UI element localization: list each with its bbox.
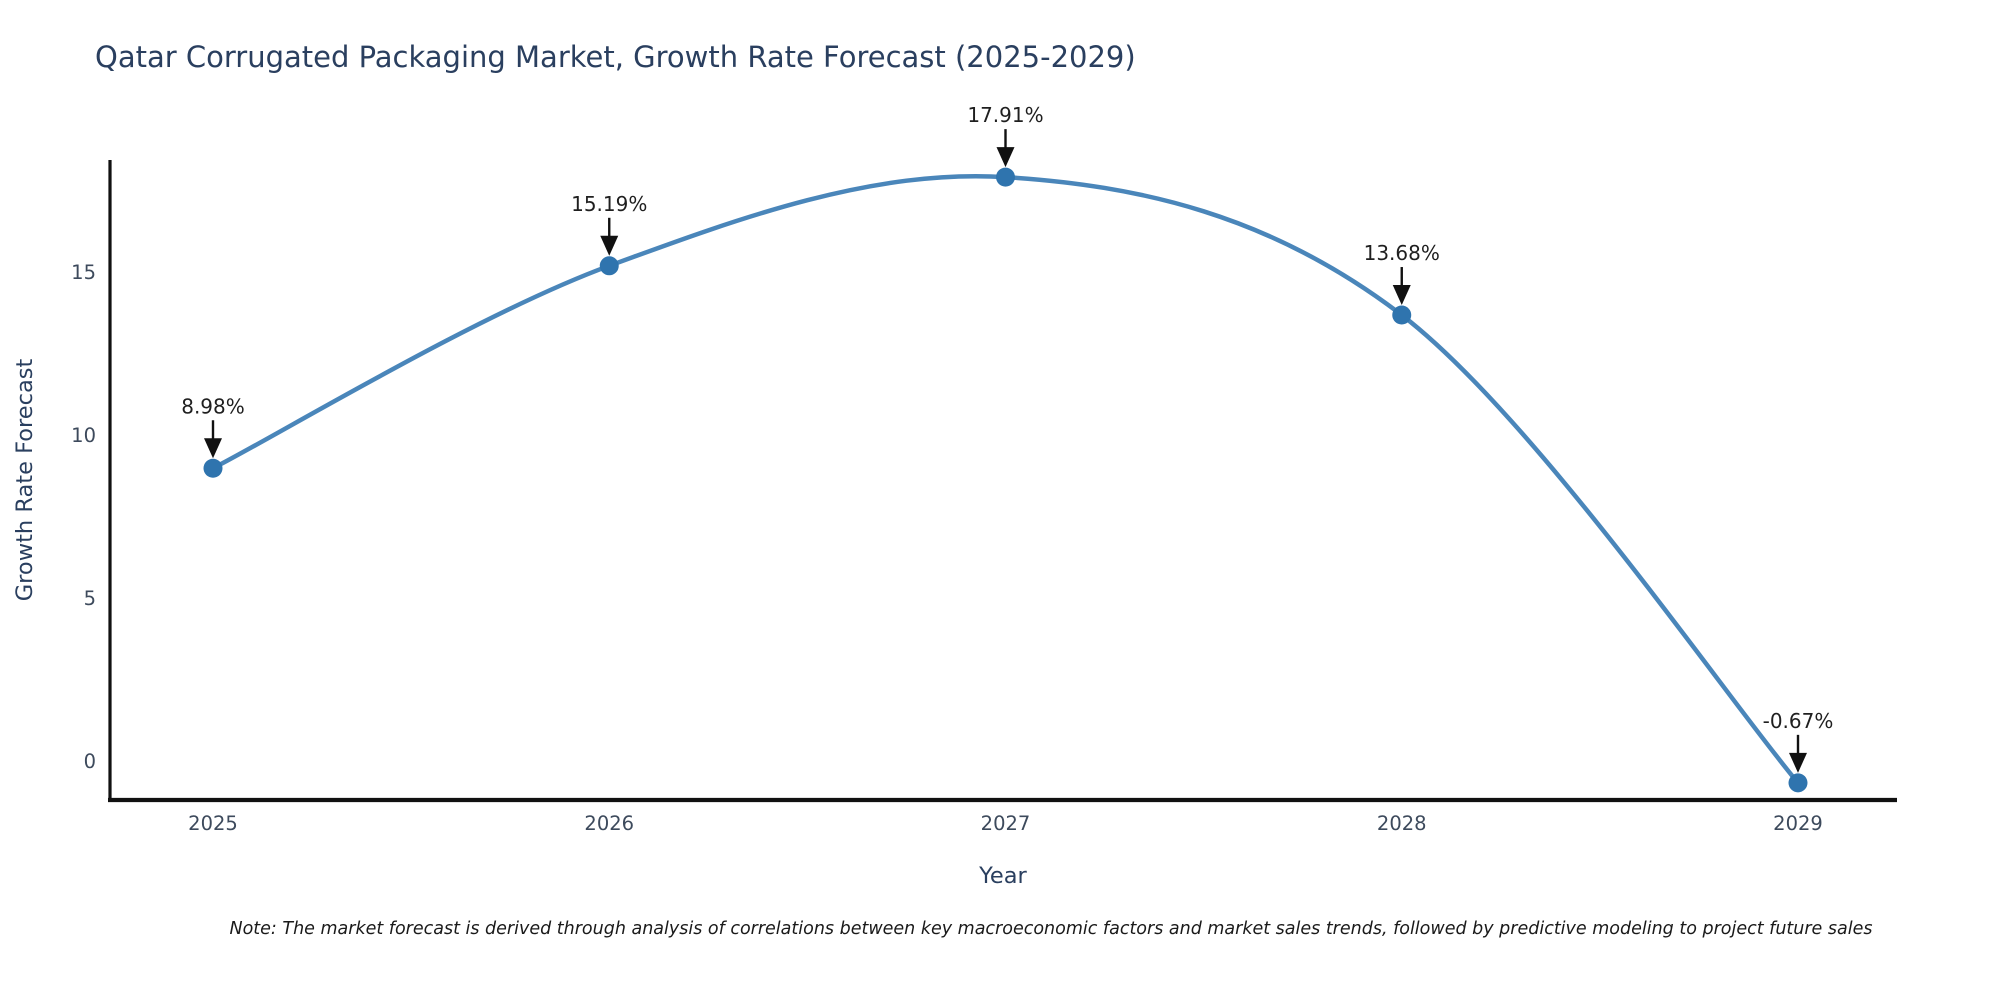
data-point-marker[interactable] bbox=[1392, 305, 1412, 325]
series-line bbox=[210, 174, 1801, 786]
x-axis-title: Year bbox=[978, 863, 1027, 889]
point-annotation: 17.91% bbox=[967, 103, 1043, 127]
point-annotation: 15.19% bbox=[571, 192, 647, 216]
x-tick-label: 2029 bbox=[1773, 812, 1823, 835]
data-point-marker[interactable] bbox=[1788, 773, 1808, 793]
y-tick-label: 10 bbox=[71, 424, 96, 447]
x-tick-label: 2025 bbox=[188, 812, 238, 835]
annotation-arrowhead bbox=[204, 438, 222, 459]
line-series bbox=[203, 167, 1808, 793]
point-annotation: 13.68% bbox=[1364, 241, 1440, 265]
x-tick-label: 2027 bbox=[981, 812, 1031, 835]
chart-title: Qatar Corrugated Packaging Market, Growt… bbox=[95, 40, 1136, 74]
y-tick-label: 15 bbox=[71, 261, 96, 284]
point-annotation: 8.98% bbox=[181, 394, 245, 418]
footnote: Note: The market forecast is derived thr… bbox=[230, 919, 1873, 939]
data-point-marker[interactable] bbox=[203, 458, 223, 478]
axes: 0 5 10 15 2025 2026 2027 2028 2029 bbox=[71, 160, 1897, 835]
y-axis-title: Growth Rate Forecast bbox=[12, 359, 38, 602]
annotation-arrowhead bbox=[1789, 752, 1807, 773]
annotations: 8.98% 15.19% 17.91% 13.68% -0.67% bbox=[181, 103, 1833, 773]
point-annotation: -0.67% bbox=[1763, 709, 1834, 733]
x-tick-label: 2028 bbox=[1377, 812, 1427, 835]
annotation-arrowhead bbox=[600, 235, 619, 256]
y-tick-label: 0 bbox=[84, 750, 96, 773]
annotation-arrowhead bbox=[996, 147, 1015, 168]
data-point-marker[interactable] bbox=[996, 167, 1015, 187]
y-tick-label: 5 bbox=[84, 587, 96, 610]
annotation-arrowhead bbox=[1392, 285, 1411, 306]
x-tick-label: 2026 bbox=[584, 812, 634, 835]
data-point-marker[interactable] bbox=[599, 256, 619, 276]
